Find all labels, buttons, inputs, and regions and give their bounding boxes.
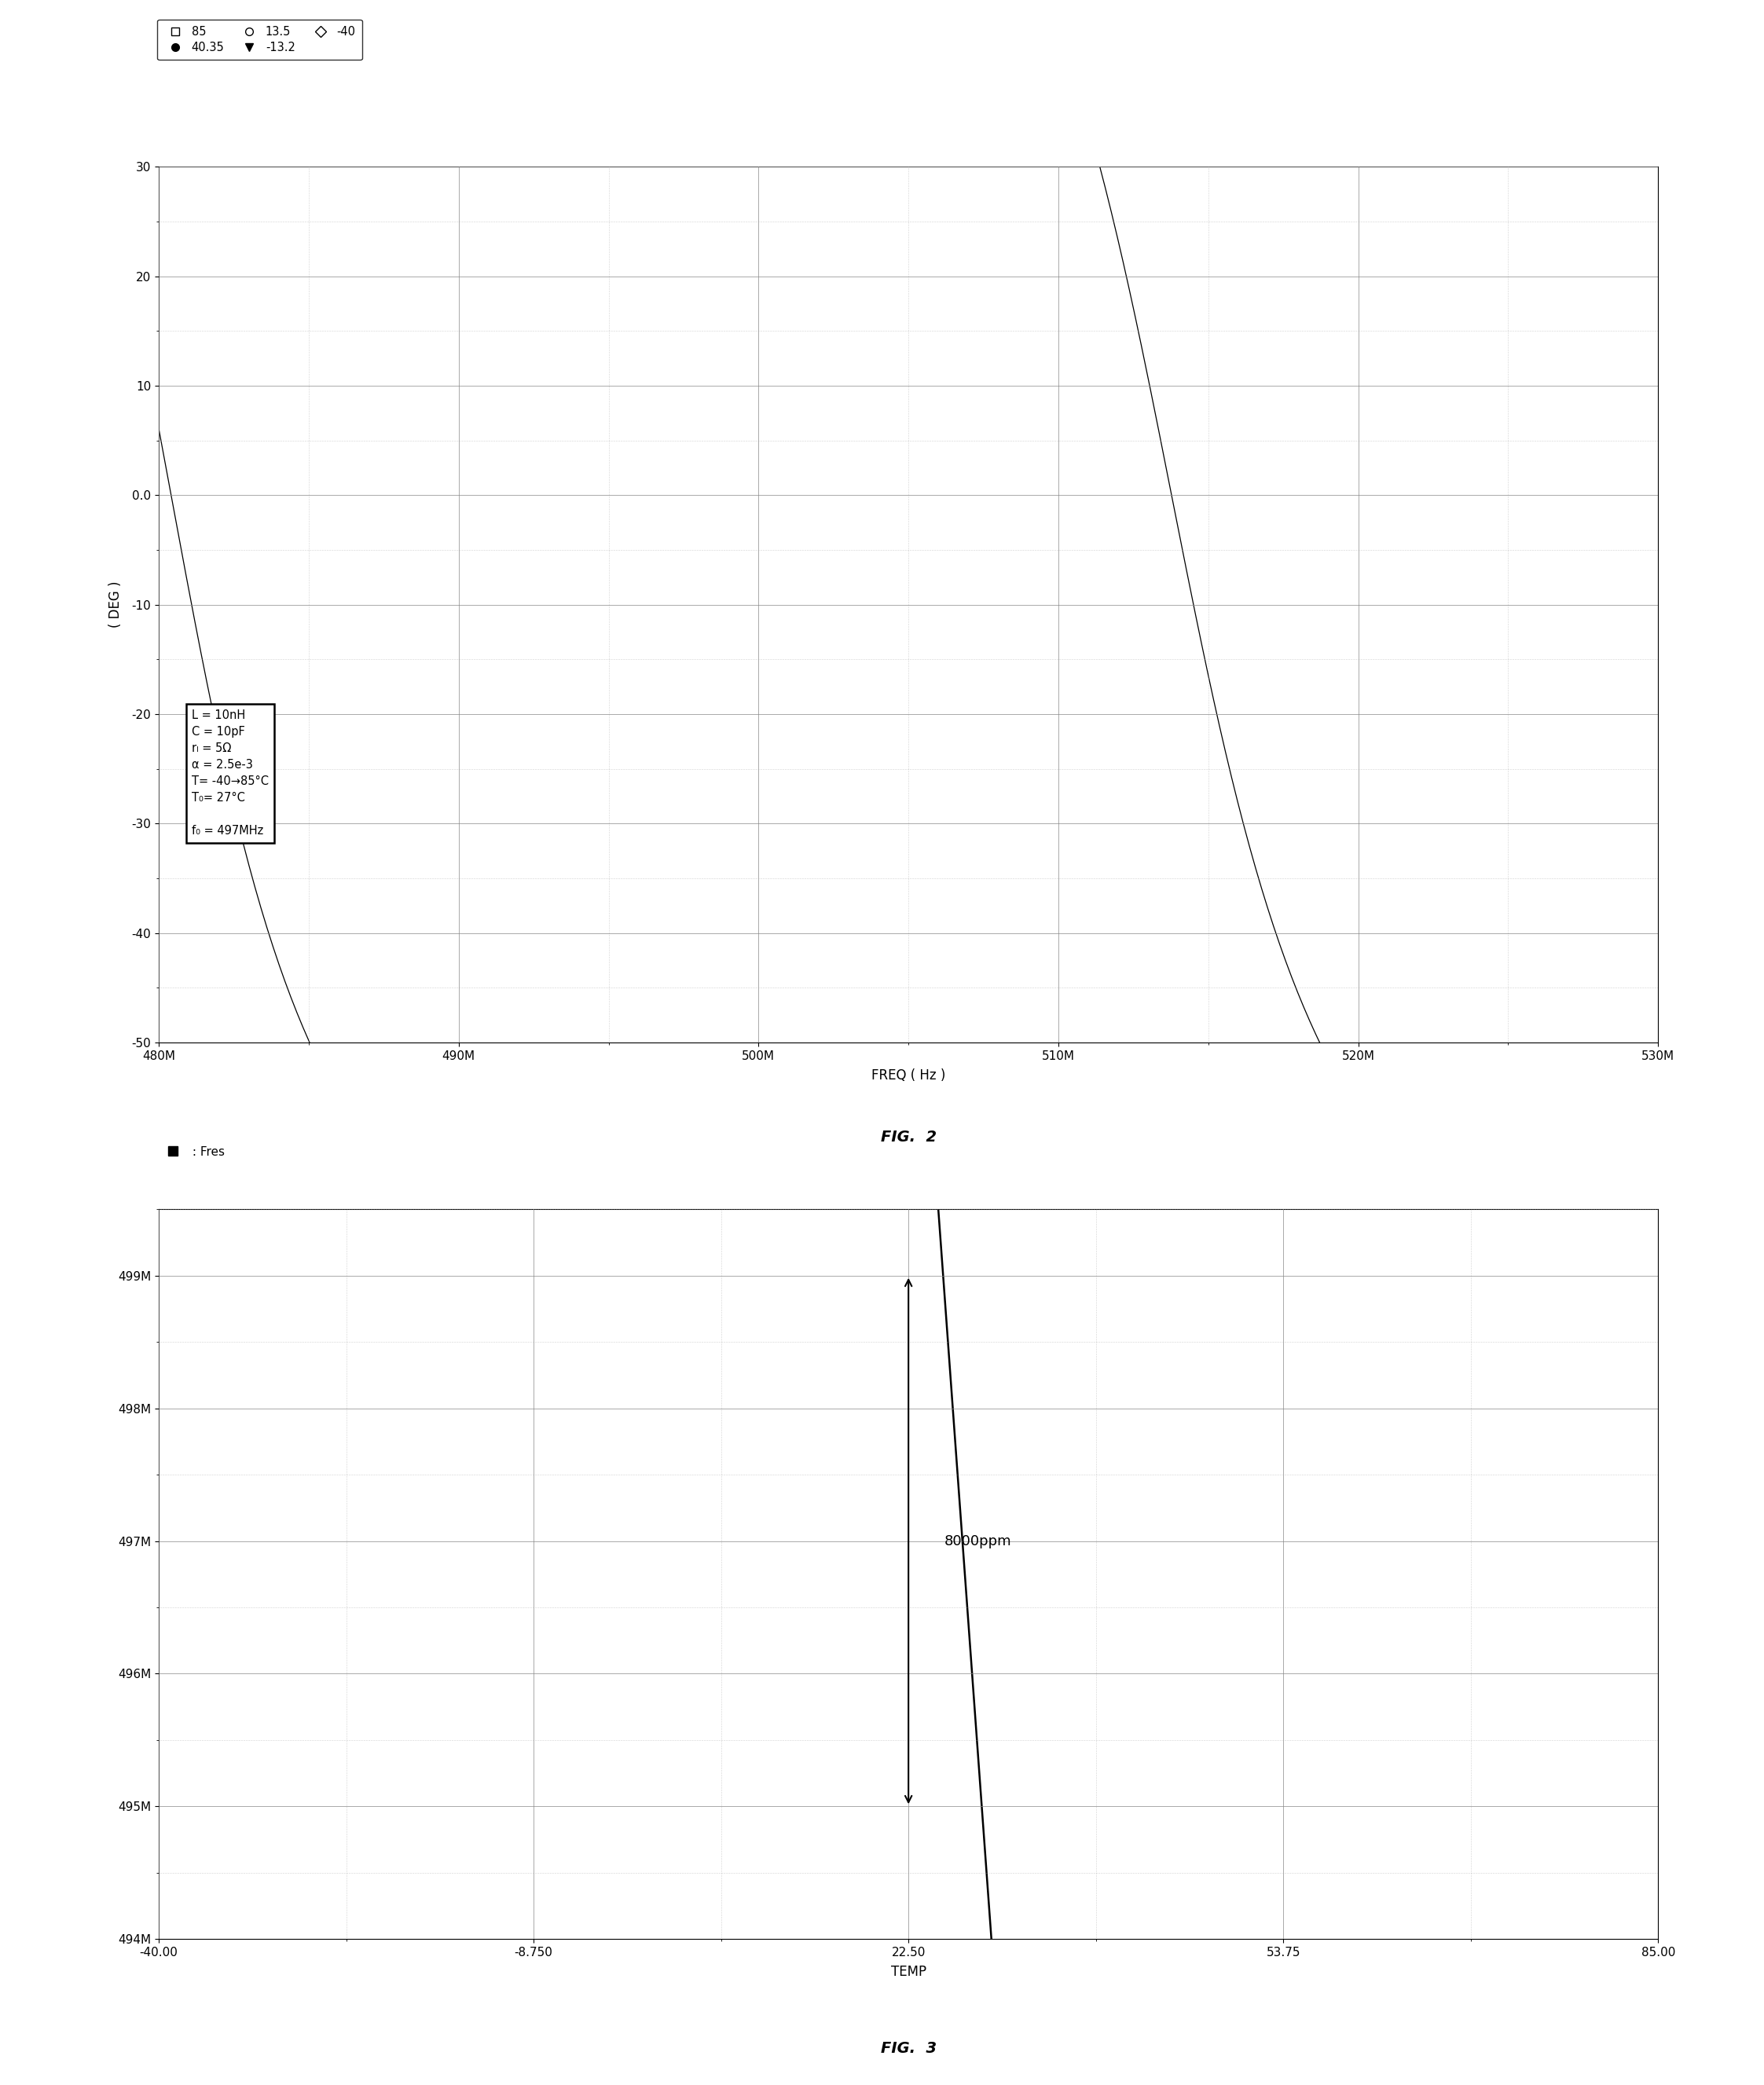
X-axis label: TEMP: TEMP: [891, 1964, 926, 1979]
X-axis label: FREQ ( Hz ): FREQ ( Hz ): [871, 1068, 946, 1082]
Text: L = 10nH
C = 10pF
rₗ = 5Ω
α = 2.5e-3
T= -40→85°C
T₀= 27°C
 
f₀ = 497MHz: L = 10nH C = 10pF rₗ = 5Ω α = 2.5e-3 T= …: [192, 709, 268, 836]
Text: FIG.  3: FIG. 3: [880, 2041, 937, 2056]
Legend: 85, 40.35, 13.5, -13.2, -40: 85, 40.35, 13.5, -13.2, -40: [157, 19, 362, 60]
Text: 8000ppm: 8000ppm: [944, 1535, 1013, 1547]
Text: FIG.  2: FIG. 2: [880, 1130, 937, 1145]
Y-axis label: ( DEG ): ( DEG ): [109, 582, 123, 628]
Legend:  : Fres: : Fres: [157, 1143, 228, 1161]
